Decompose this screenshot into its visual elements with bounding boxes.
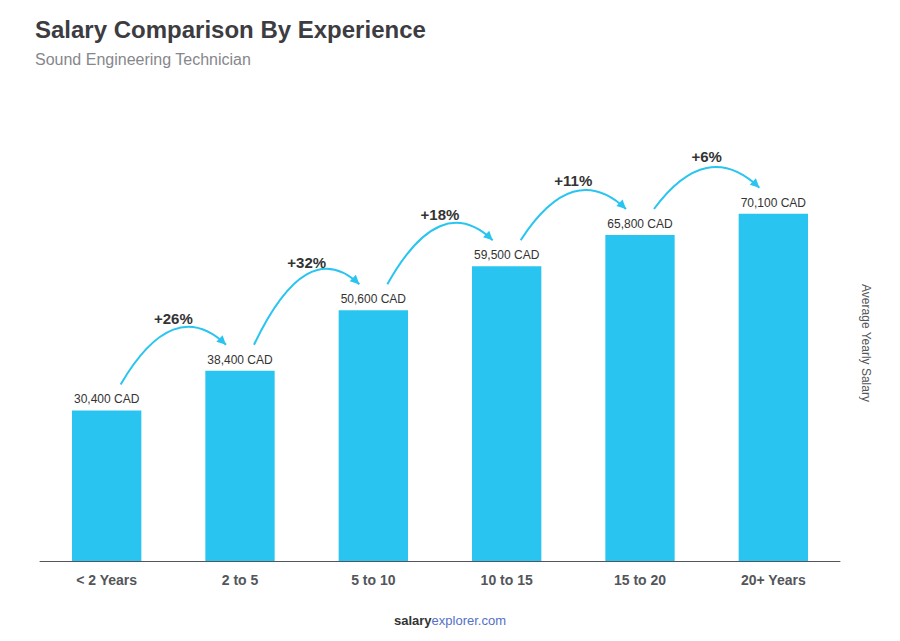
svg-text:+26%: +26% bbox=[154, 310, 193, 327]
svg-text:20+ Years: 20+ Years bbox=[741, 572, 806, 588]
svg-text:38,400 CAD: 38,400 CAD bbox=[207, 353, 273, 367]
svg-text:+32%: +32% bbox=[287, 254, 326, 271]
svg-text:+11%: +11% bbox=[554, 172, 592, 189]
svg-text:65,800 CAD: 65,800 CAD bbox=[607, 217, 673, 231]
svg-text:70,100 CAD: 70,100 CAD bbox=[741, 196, 807, 210]
svg-text:+18%: +18% bbox=[421, 206, 460, 223]
svg-text:Sound Engineering Technician: Sound Engineering Technician bbox=[35, 51, 251, 68]
svg-text:Salary Comparison By Experienc: Salary Comparison By Experience bbox=[35, 16, 426, 43]
svg-text:salary: salary bbox=[394, 613, 432, 628]
svg-text:explorer.com: explorer.com bbox=[432, 613, 506, 628]
svg-text:15 to 20: 15 to 20 bbox=[614, 572, 666, 588]
svg-text:5 to 10: 5 to 10 bbox=[351, 572, 396, 588]
svg-text:30,400 CAD: 30,400 CAD bbox=[74, 392, 140, 406]
svg-text:50,600 CAD: 50,600 CAD bbox=[341, 292, 407, 306]
svg-text:2 to 5: 2 to 5 bbox=[222, 572, 259, 588]
svg-text:+6%: +6% bbox=[691, 148, 721, 165]
svg-text:< 2 Years: < 2 Years bbox=[76, 572, 137, 588]
svg-text:10 to 15: 10 to 15 bbox=[481, 572, 533, 588]
svg-text:59,500 CAD: 59,500 CAD bbox=[474, 248, 540, 262]
svg-text:Average Yearly Salary: Average Yearly Salary bbox=[859, 284, 873, 402]
